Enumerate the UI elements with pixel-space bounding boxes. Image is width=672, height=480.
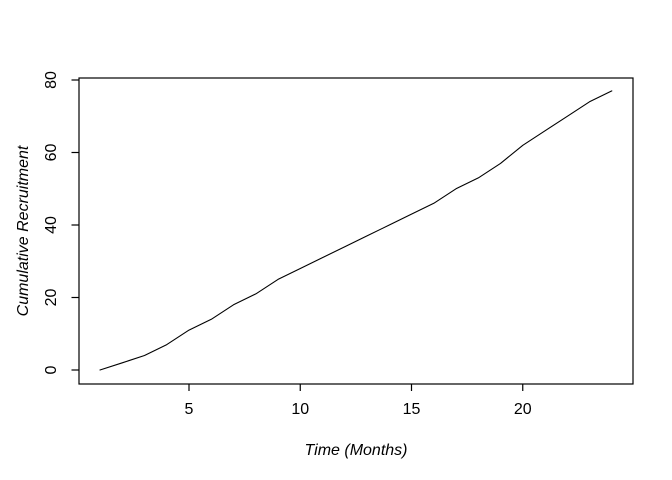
x-axis: 5 10 15 20 xyxy=(185,384,532,418)
series-line-cumulative-recruitment xyxy=(99,90,613,371)
plot-box xyxy=(78,77,634,385)
y-axis: 0 20 40 60 80 xyxy=(43,71,79,374)
x-axis-title: Time (Months) xyxy=(305,442,408,459)
y-tick-label: 80 xyxy=(43,71,60,89)
y-tick-label: 60 xyxy=(43,144,60,162)
y-tick-label: 20 xyxy=(43,289,60,307)
x-tick-label: 10 xyxy=(291,401,309,418)
y-tick-label: 0 xyxy=(43,365,60,374)
y-tick-label: 40 xyxy=(43,216,60,234)
x-tick-label: 5 xyxy=(185,401,194,418)
x-tick-label: 20 xyxy=(514,401,532,418)
y-axis-title: Cumulative Recruitment xyxy=(15,145,32,316)
x-tick-label: 15 xyxy=(403,401,421,418)
